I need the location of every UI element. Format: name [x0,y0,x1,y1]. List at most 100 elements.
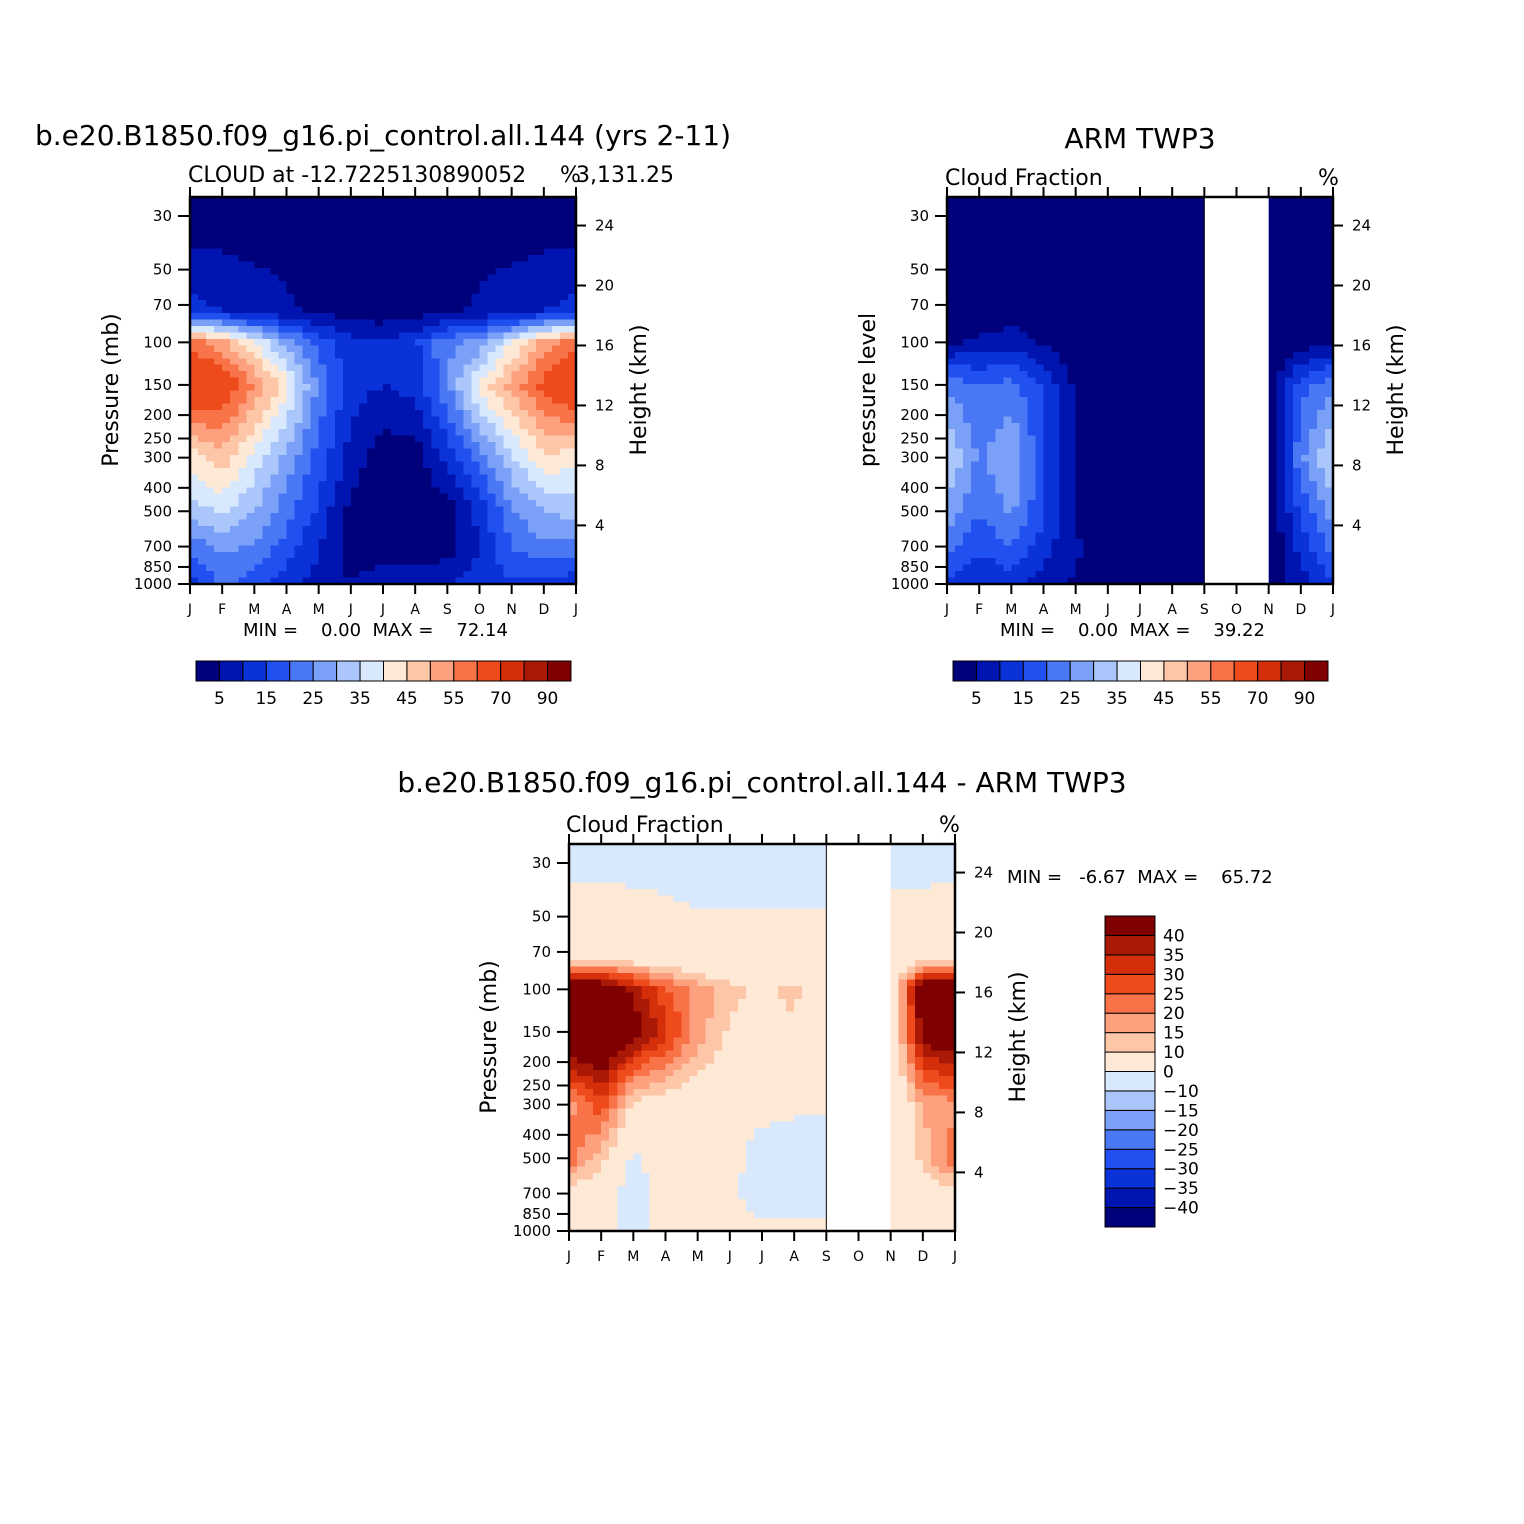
contour-cell [1051,229,1061,237]
contour-cell [350,429,360,437]
contour-cell [511,538,521,546]
contour-cell [1107,313,1117,321]
contour-cell [567,267,577,275]
contour-cell [278,409,288,417]
contour-cell [439,300,448,308]
contour-cell [278,390,288,398]
contour-cell [1148,293,1157,301]
contour-cell [1043,261,1053,269]
contour-cell [1180,506,1189,514]
contour-cell [318,280,328,288]
contour-cell [971,493,980,501]
contour-cell [1099,248,1109,256]
contour-cell [342,519,352,527]
contour-cell [471,229,481,237]
contour-cell [971,338,980,346]
contour-cell [262,332,272,340]
contour-cell [535,551,545,559]
contour-cell [318,371,328,379]
contour-cell [278,345,288,353]
contour-cell [511,487,521,495]
contour-cell [1107,300,1117,308]
contour-cell [198,532,207,540]
contour-cell [374,487,384,495]
contour-cell [214,487,223,495]
contour-cell [334,474,344,482]
contour-cell [326,538,336,546]
contour-cell [1188,351,1197,359]
contour-cell [559,532,569,540]
contour-cell [1196,577,1205,585]
contour-cell [1180,242,1189,250]
contour-cell [535,442,545,450]
contour-cell [342,409,352,417]
contour-cell [447,416,456,424]
contour-cell [1027,332,1037,340]
contour-cell [543,209,553,217]
contour-cell [270,577,280,585]
contour-cell [1099,209,1109,217]
contour-cell [190,332,199,340]
contour-cell [1051,390,1061,398]
contour-cell [495,358,505,366]
contour-cell [471,409,481,417]
contour-cell [1131,506,1141,514]
contour-cell [350,235,360,243]
contour-cell [1091,435,1101,443]
contour-cell [326,396,336,404]
contour-cell [963,255,972,263]
contour-cell [334,345,344,353]
contour-cell [471,326,481,334]
contour-cell [1003,455,1012,463]
contour-cell [310,461,320,469]
contour-cell [190,455,199,463]
contour-cell [358,455,368,463]
contour-cell [1123,261,1133,269]
contour-cell [206,480,215,488]
contour-cell [383,287,392,295]
contour-cell [326,364,336,372]
contour-cell [342,216,352,224]
contour-cell [1188,474,1197,482]
contour-cell [399,429,408,437]
contour-cell [1067,235,1077,243]
contour-cell [987,384,996,392]
contour-cell [1131,448,1141,456]
contour-cell [214,564,223,572]
panel-model-plot: J F M A M J J A S O N D J305070100150200250300400500… [134,187,614,618]
contour-cell [1035,551,1045,559]
contour-cell [1180,222,1189,230]
contour-cell [495,409,505,417]
contour-cell [190,222,199,230]
contour-cell [294,480,304,488]
contour-cell [214,532,223,540]
contour-cell [527,500,537,508]
contour-cell [391,422,400,430]
contour-cell [1083,203,1093,211]
contour-cell [947,500,956,508]
contour-cell [495,403,505,411]
contour-cell [1156,422,1165,430]
contour-cell [326,571,336,579]
contour-cell [431,513,440,521]
contour-cell [1035,390,1045,398]
contour-cell [1107,255,1117,263]
contour-cell [1059,564,1069,572]
contour-cell [955,474,964,482]
contour-cell [535,274,545,282]
contour-cell [1196,255,1205,263]
month-label: N [506,602,516,618]
contour-cell [334,261,344,269]
contour-cell [399,577,408,585]
contour-cell [391,351,400,359]
contour-cell [214,525,223,533]
contour-cell [955,564,964,572]
contour-cell [487,409,497,417]
contour-cell [1164,197,1173,205]
contour-cell [1148,384,1157,392]
contour-cell [947,480,956,488]
contour-cell [222,255,231,263]
contour-cell [262,293,272,301]
contour-cell [1123,442,1133,450]
contour-cell [214,197,223,205]
